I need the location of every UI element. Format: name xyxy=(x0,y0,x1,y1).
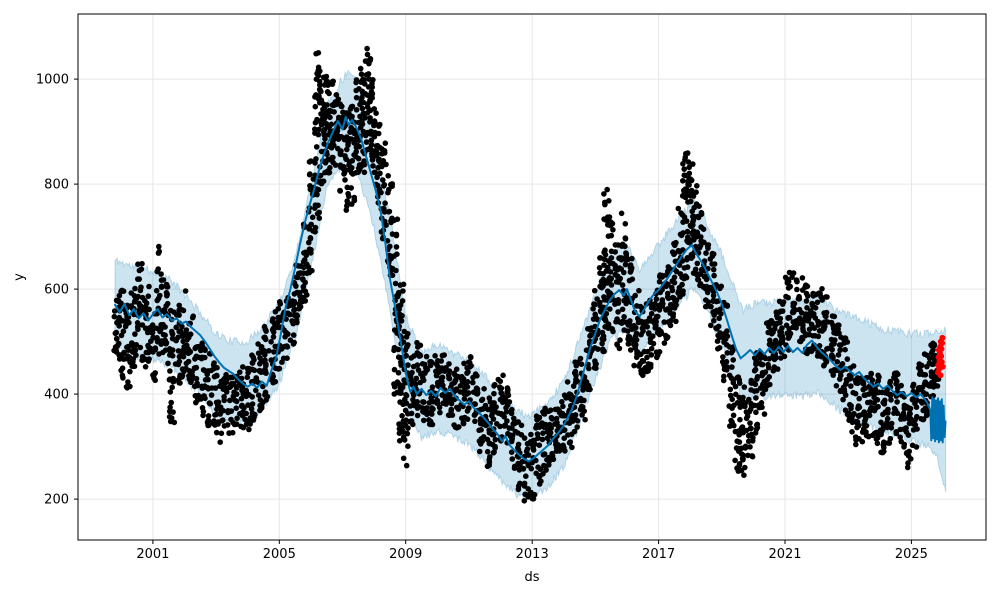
y-axis-label: y xyxy=(12,273,27,281)
x-tick-label: 2013 xyxy=(516,547,549,562)
x-tick-label: 2025 xyxy=(895,547,928,562)
x-tick-label: 2009 xyxy=(389,547,422,562)
anomaly-points xyxy=(935,334,946,379)
x-ticks: 2001 2005 2009 2013 2017 2021 2025 xyxy=(136,540,928,562)
plot-layers: 2001 2005 2009 2013 2017 2021 2025 200 400 600 800… xyxy=(36,13,987,562)
x-tick-label: 2021 xyxy=(768,547,801,562)
x-tick-label: 2005 xyxy=(263,547,296,562)
x-tick-label: 2001 xyxy=(136,547,169,562)
y-tick-label: 800 xyxy=(44,178,69,193)
uncertainty-band xyxy=(114,69,947,503)
forecast-line xyxy=(114,115,947,463)
y-tick-label: 200 xyxy=(44,493,69,508)
actuals-points xyxy=(111,45,943,504)
y-ticks: 200 400 600 800 1000 xyxy=(36,73,78,508)
y-tick-label: 400 xyxy=(44,388,69,403)
y-tick-label: 600 xyxy=(44,283,69,298)
y-tick-label: 1000 xyxy=(36,73,69,88)
x-axis-label: ds xyxy=(524,570,539,585)
x-tick-label: 2017 xyxy=(642,547,675,562)
